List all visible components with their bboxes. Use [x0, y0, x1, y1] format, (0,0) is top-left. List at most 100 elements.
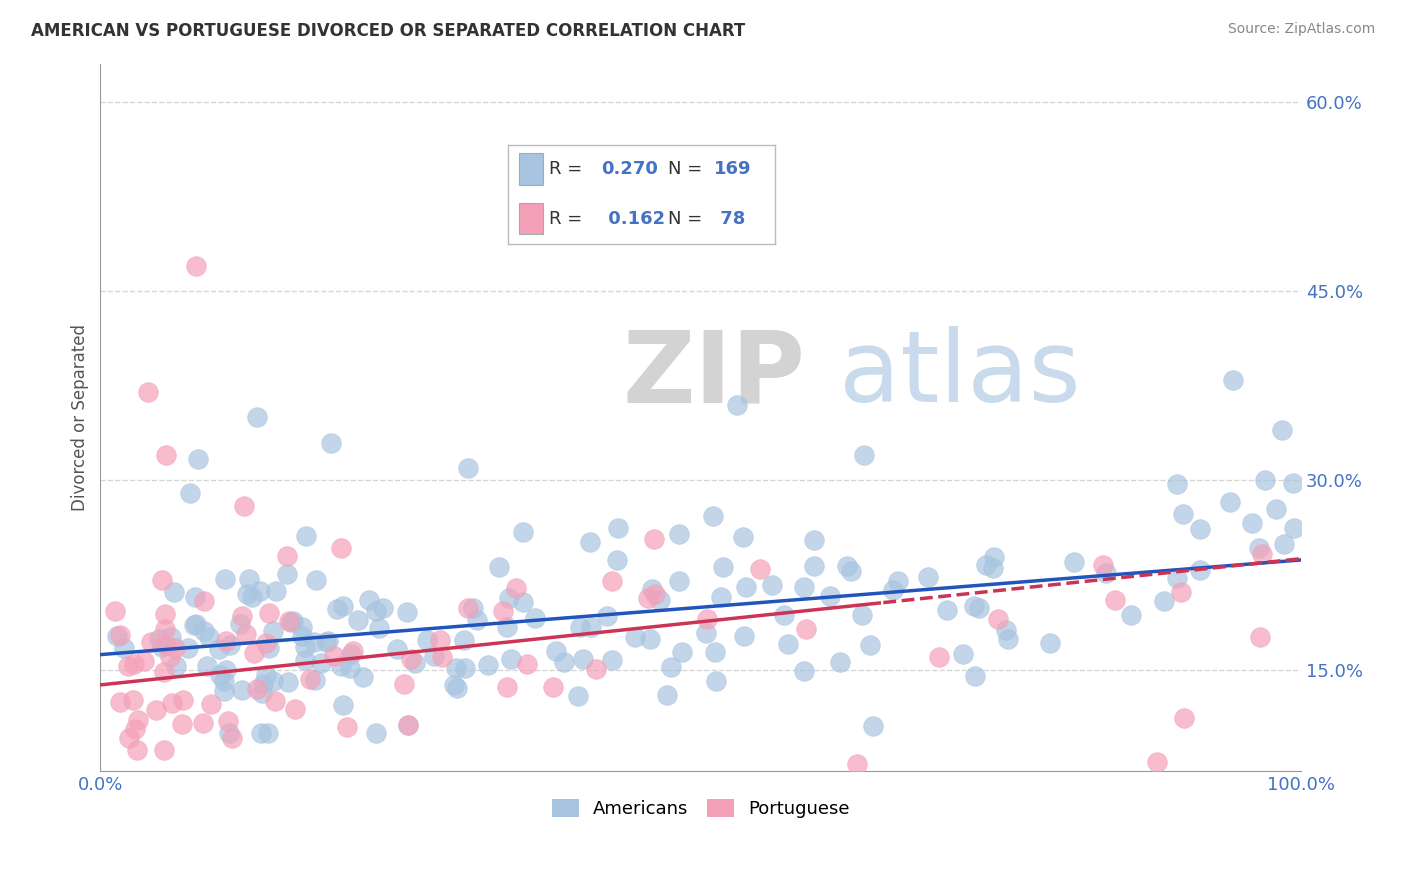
- Portuguese: [330, 541, 353, 556]
- Americans: [1188, 522, 1211, 536]
- Americans: [236, 587, 259, 601]
- Americans: [214, 572, 236, 586]
- Americans: [249, 584, 271, 599]
- Americans: [364, 604, 387, 618]
- Americans: [330, 658, 353, 673]
- Americans: [352, 670, 374, 684]
- Portuguese: [1146, 755, 1168, 769]
- Americans: [325, 602, 347, 616]
- Portuguese: [1173, 711, 1195, 725]
- Americans: [1039, 636, 1062, 650]
- Americans: [316, 634, 339, 648]
- Portuguese: [254, 636, 277, 650]
- Americans: [965, 669, 987, 683]
- Americans: [501, 652, 523, 666]
- Americans: [281, 614, 304, 628]
- Americans: [1241, 516, 1264, 530]
- Portuguese: [1249, 630, 1271, 644]
- Americans: [553, 656, 575, 670]
- Americans: [546, 644, 568, 658]
- Portuguese: [125, 742, 148, 756]
- Americans: [512, 525, 534, 540]
- Portuguese: [541, 680, 564, 694]
- Americans: [711, 559, 734, 574]
- Americans: [671, 645, 693, 659]
- Americans: [695, 625, 717, 640]
- Portuguese: [233, 499, 256, 513]
- Portuguese: [160, 696, 183, 710]
- Americans: [246, 410, 269, 425]
- Portuguese: [264, 694, 287, 708]
- Americans: [304, 673, 326, 687]
- Text: atlas: atlas: [839, 326, 1080, 424]
- Americans: [387, 641, 409, 656]
- Americans: [444, 661, 467, 675]
- Americans: [252, 677, 274, 691]
- Americans: [733, 629, 755, 643]
- Americans: [498, 591, 520, 606]
- Portuguese: [104, 604, 127, 618]
- Americans: [1173, 507, 1195, 521]
- Americans: [1254, 474, 1277, 488]
- Americans: [567, 690, 589, 704]
- Americans: [443, 678, 465, 692]
- Americans: [976, 558, 998, 572]
- Americans: [368, 621, 391, 635]
- Portuguese: [117, 659, 139, 673]
- Americans: [596, 608, 619, 623]
- Portuguese: [429, 632, 451, 647]
- Americans: [1222, 372, 1244, 386]
- Americans: [1166, 571, 1188, 585]
- Americans: [262, 624, 284, 638]
- Americans: [396, 718, 419, 732]
- Americans: [339, 661, 361, 675]
- Portuguese: [1104, 593, 1126, 607]
- Portuguese: [235, 627, 257, 641]
- Americans: [703, 645, 725, 659]
- Americans: [184, 591, 207, 605]
- Portuguese: [495, 680, 517, 694]
- Americans: [1265, 501, 1288, 516]
- Americans: [702, 509, 724, 524]
- Americans: [280, 615, 302, 629]
- Americans: [638, 632, 661, 646]
- Americans: [477, 658, 499, 673]
- Americans: [733, 530, 755, 544]
- Americans: [793, 580, 815, 594]
- Americans: [404, 656, 426, 670]
- Portuguese: [794, 622, 817, 636]
- Americans: [198, 630, 221, 644]
- Portuguese: [108, 695, 131, 709]
- Portuguese: [492, 604, 515, 618]
- Portuguese: [396, 718, 419, 732]
- Americans: [524, 611, 547, 625]
- Americans: [250, 726, 273, 740]
- Portuguese: [155, 448, 177, 462]
- Portuguese: [299, 672, 322, 686]
- Portuguese: [138, 385, 160, 400]
- Americans: [1153, 594, 1175, 608]
- Americans: [1271, 423, 1294, 437]
- Portuguese: [1250, 547, 1272, 561]
- Americans: [416, 632, 439, 647]
- Americans: [1119, 608, 1142, 623]
- Americans: [668, 574, 690, 589]
- Americans: [302, 635, 325, 649]
- Americans: [364, 726, 387, 740]
- Americans: [648, 592, 671, 607]
- Portuguese: [221, 731, 243, 746]
- Portuguese: [928, 649, 950, 664]
- Americans: [453, 661, 475, 675]
- Portuguese: [277, 615, 299, 629]
- Americans: [1166, 477, 1188, 491]
- Americans: [218, 726, 240, 740]
- Americans: [862, 719, 884, 733]
- Americans: [725, 398, 748, 412]
- Americans: [995, 623, 1018, 637]
- Americans: [215, 664, 238, 678]
- Americans: [668, 527, 690, 541]
- Americans: [1063, 555, 1085, 569]
- Portuguese: [155, 638, 177, 652]
- Americans: [177, 640, 200, 655]
- Portuguese: [127, 713, 149, 727]
